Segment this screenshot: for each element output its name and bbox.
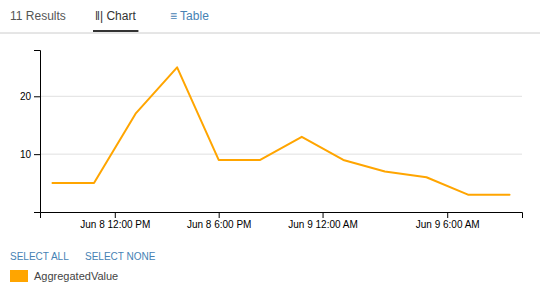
plot-area: Jun 8 12:00 PM Jun 8 6:00 PM Jun 9 12:00 A… (20, 51, 523, 231)
x-tick: Jun 9 6:00 AM (416, 212, 480, 230)
series-line (52, 67, 509, 194)
grid (40, 96, 522, 154)
y-tick: 10 (20, 149, 40, 160)
y-tick-mark (34, 154, 40, 155)
tab-underline (93, 30, 138, 32)
y-axis: 10 20 (20, 51, 41, 213)
x-tick-mark (219, 212, 220, 218)
x-tick-mark (115, 212, 116, 218)
marks (52, 67, 509, 194)
table-tab[interactable]: ≡ Table (170, 9, 209, 23)
legend: AggregatedValue (10, 270, 118, 282)
y-tick-label: 10 (20, 149, 32, 160)
chart-root: 11 Results‖| Chart≡ TableJun 8 12:00 PMJ… (0, 0, 540, 290)
x-axis-line (41, 213, 523, 219)
x-axis: Jun 8 12:00 PM Jun 8 6:00 PM Jun 9 12:00 A… (41, 212, 523, 230)
legend-label: AggregatedValue (34, 270, 118, 282)
x-tick: Jun 9 12:00 AM (288, 212, 358, 230)
x-tick-mark (447, 212, 448, 218)
chart-tab[interactable]: ‖| Chart (95, 9, 136, 23)
x-tick-label: Jun 8 12:00 PM (80, 219, 150, 230)
header: 11 Results ‖| Chart ≡ Table (0, 9, 540, 33)
select-all[interactable]: SELECT ALL (10, 251, 69, 262)
y-tick: 20 (20, 91, 40, 102)
y-tick-label: 20 (20, 91, 32, 102)
x-tick: Jun 8 12:00 PM (80, 212, 150, 230)
legend-swatch (10, 270, 28, 282)
legend-item[interactable]: AggregatedValue (10, 270, 118, 282)
x-tick-mark (323, 212, 324, 218)
x-tick-label: Jun 9 12:00 AM (288, 219, 358, 230)
grid-line (40, 96, 522, 97)
x-tick-label: Jun 9 6:00 AM (416, 219, 480, 230)
y-axis-line (34, 51, 41, 213)
header-separator (0, 33, 540, 34)
x-tick-label: Jun 8 6:00 PM (187, 219, 251, 230)
title: 11 Results (10, 9, 66, 23)
x-tick: Jun 8 6:00 PM (187, 212, 251, 230)
footer: SELECT ALL SELECT NONE AggregatedValue (10, 251, 156, 282)
y-tick-mark (34, 96, 40, 97)
select-none[interactable]: SELECT NONE (85, 251, 156, 262)
